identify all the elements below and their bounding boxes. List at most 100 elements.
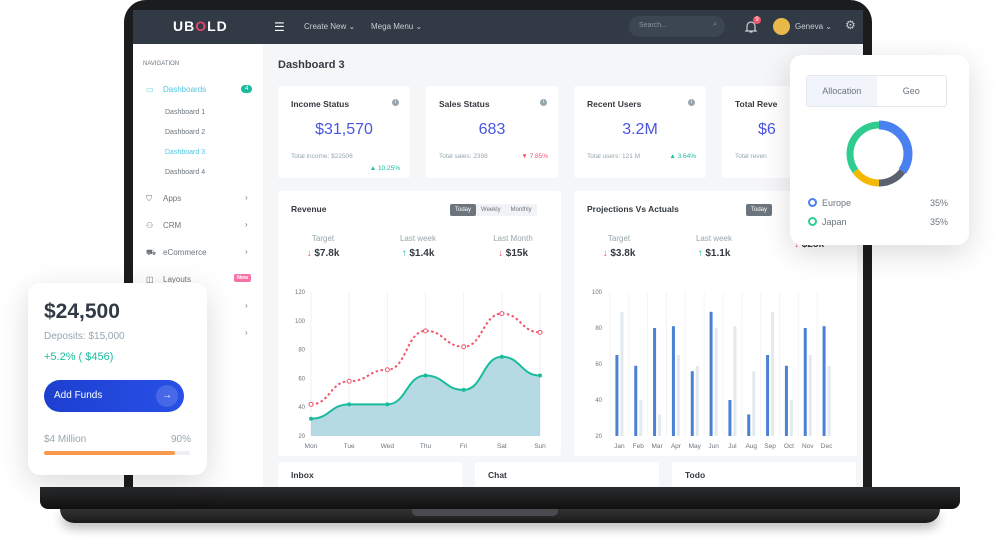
- revenue-card: Revenue Today Weekly Monthly Target ↓ $7.…: [278, 191, 561, 456]
- sidebar-item-ecommerce[interactable]: eCommerce: [163, 248, 207, 257]
- logo-o: O: [195, 18, 208, 34]
- avatar[interactable]: [773, 18, 790, 35]
- info-icon[interactable]: i: [540, 99, 547, 106]
- bar: [822, 326, 826, 436]
- sidebar-subitem[interactable]: Dashboard 1: [165, 109, 206, 116]
- stat-subtext: Total income: $22506: [291, 153, 353, 160]
- arrow-right-icon: →: [156, 385, 178, 407]
- sidebar-subitem[interactable]: Dashboard 4: [165, 169, 206, 176]
- legend-name: Japan: [822, 217, 847, 227]
- stat-title: Recent Users: [587, 99, 642, 109]
- inbox-title: Inbox: [291, 470, 314, 480]
- x-tick-label: Apr: [671, 443, 682, 450]
- summary-value: $15k: [505, 248, 529, 259]
- dashboard-screen: UBOLD ☰ Create New ⌄ Mega Menu ⌄ Search.…: [133, 10, 863, 487]
- layout-icon: ◫: [146, 275, 154, 284]
- todo-title: Todo: [685, 470, 706, 480]
- chevron-right-icon: ›: [245, 193, 248, 202]
- create-new-menu[interactable]: Create New ⌄: [304, 22, 356, 31]
- projections-period-tabs: Today: [746, 204, 773, 216]
- goal-progress-bar: [44, 451, 190, 455]
- legend-dot-icon: [808, 198, 817, 207]
- bar: [658, 414, 662, 436]
- sidebar-item-apps[interactable]: Apps: [163, 194, 182, 203]
- stat-value: 3.2M: [622, 121, 658, 138]
- x-tick-label: Jul: [728, 443, 737, 450]
- y-tick-label: 100: [295, 319, 306, 325]
- summary-stat: Last week ↑ $1.4k: [373, 234, 463, 259]
- allocation-donut-chart: [845, 120, 913, 188]
- todo-card: Todo: [672, 462, 856, 487]
- summary-stat: Target ↓ $3.8k: [574, 234, 664, 259]
- wallet-amount: $24,500: [44, 300, 120, 323]
- legend-value: 35%: [929, 217, 948, 227]
- bar: [695, 365, 699, 436]
- tab-today[interactable]: Today: [450, 204, 477, 216]
- sidebar-item-crm[interactable]: CRM: [163, 221, 182, 230]
- stat-title: Sales Status: [439, 99, 490, 109]
- logo-text-end: LD: [207, 18, 228, 34]
- legend-dot-icon: [808, 217, 817, 226]
- sidebar-item-layouts[interactable]: Layouts: [163, 275, 192, 284]
- target-point: [461, 344, 467, 350]
- chat-card: Chat: [475, 462, 659, 487]
- tab-geo[interactable]: Geo: [902, 86, 920, 96]
- tab-today[interactable]: Today: [746, 204, 773, 216]
- x-tick-label: Aug: [745, 443, 757, 450]
- bar: [803, 328, 807, 436]
- bar: [690, 371, 694, 436]
- hamburger-icon[interactable]: ☰: [274, 20, 285, 34]
- stat-value: $31,570: [315, 121, 373, 138]
- legend-item: Europe 35%: [808, 198, 948, 208]
- stat-card: Income Status i $31,570 Total income: $2…: [278, 86, 410, 178]
- x-tick-label: Nov: [802, 443, 814, 450]
- gear-icon[interactable]: ⚙: [845, 18, 856, 32]
- actual-point: [538, 373, 542, 378]
- arrow-down-icon: ↓: [602, 248, 608, 259]
- actual-point: [385, 402, 390, 407]
- summary-stat: Last Month ↓ $15k: [468, 234, 558, 259]
- y-tick-label: 80: [298, 348, 305, 354]
- revenue-period-tabs: Today Weekly Monthly: [450, 204, 537, 216]
- sidebar-subitem-active[interactable]: Dashboard 3: [165, 149, 206, 156]
- search-input[interactable]: Search... ⌕: [629, 16, 725, 37]
- arrow-down-icon: ↓: [497, 248, 503, 259]
- logo[interactable]: UBOLD: [173, 18, 228, 34]
- y-tick-label: 20: [595, 434, 602, 440]
- arrow-down-icon: ↓: [793, 239, 799, 250]
- arrow-down-icon: ↓: [306, 248, 312, 259]
- logo-text: UB: [173, 18, 196, 34]
- summary-value: $1.1k: [705, 248, 731, 259]
- x-tick-label: Mon: [305, 443, 318, 450]
- add-funds-button[interactable]: Add Funds →: [44, 380, 184, 412]
- tab-weekly[interactable]: Weekly: [481, 207, 501, 213]
- mega-menu[interactable]: Mega Menu ⌄: [371, 22, 423, 31]
- chat-title: Chat: [488, 470, 507, 480]
- user-menu[interactable]: Geneva ⌄: [795, 22, 832, 31]
- sidebar-subitem[interactable]: Dashboard 2: [165, 129, 206, 136]
- bar: [789, 400, 793, 436]
- x-tick-label: Dec: [821, 443, 833, 450]
- y-tick-label: 120: [295, 290, 306, 296]
- y-tick-label: 100: [592, 290, 603, 296]
- bar: [634, 365, 638, 436]
- stat-title: Total Reve: [735, 99, 778, 109]
- tab-allocation[interactable]: Allocation: [807, 76, 877, 106]
- x-tick-label: May: [689, 443, 702, 450]
- laptop-base: [40, 487, 960, 509]
- sidebar-item-dashboards[interactable]: Dashboards: [163, 85, 207, 94]
- revenue-title: Revenue: [291, 204, 327, 214]
- wallet-card: $24,500 Deposits: $15,000 +5.2% ( $456) …: [28, 283, 207, 475]
- tab-monthly[interactable]: Monthly: [510, 207, 532, 213]
- info-icon[interactable]: i: [392, 99, 399, 106]
- actual-point: [423, 373, 428, 378]
- bar: [639, 400, 643, 436]
- stat-subtext: Total users: 121 M: [587, 153, 641, 160]
- info-icon[interactable]: i: [688, 99, 695, 106]
- summary-value: $1.4k: [409, 248, 435, 259]
- bar: [733, 326, 737, 436]
- y-tick-label: 60: [298, 376, 305, 382]
- y-tick-label: 20: [298, 434, 305, 440]
- stat-change: ▲ 10.25%: [369, 165, 400, 172]
- target-point: [384, 367, 390, 373]
